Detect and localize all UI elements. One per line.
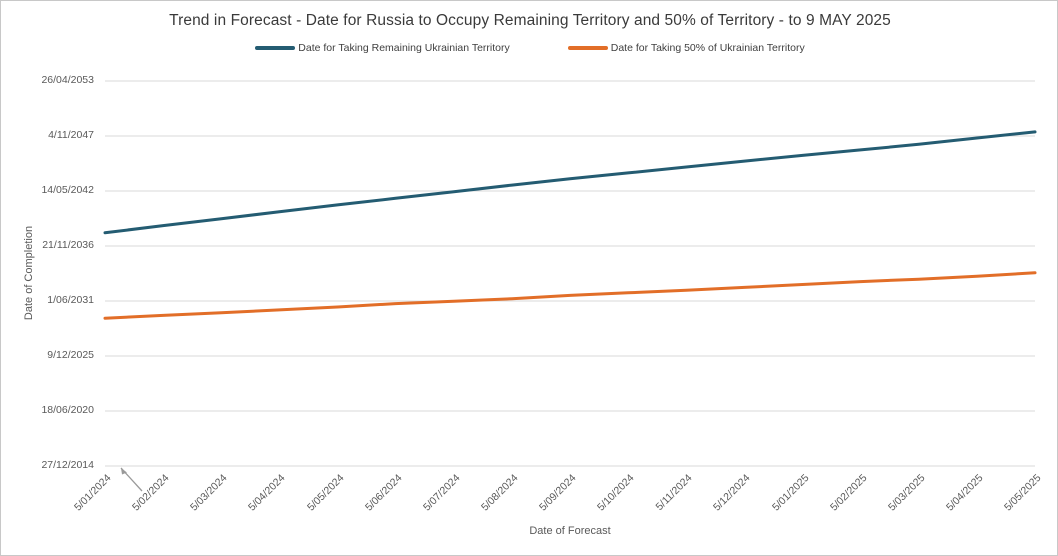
legend: Date for Taking Remaining Ukrainian Terr… <box>1 42 1057 54</box>
y-tick-label: 27/12/2014 <box>41 459 94 471</box>
series-line-50pct-territory[interactable] <box>103 271 1037 320</box>
series-line-remaining-territory[interactable] <box>103 130 1037 235</box>
legend-item-remaining-territory[interactable]: Date for Taking Remaining Ukrainian Terr… <box>255 42 510 54</box>
y-tick-label: 18/06/2020 <box>41 404 94 416</box>
y-axis-title: Date of Completion <box>23 225 35 321</box>
legend-label-remaining-territory: Date for Taking Remaining Ukrainian Terr… <box>298 42 510 54</box>
y-tick-label: 21/11/2036 <box>42 239 94 251</box>
chart-title: Trend in Forecast - Date for Russia to O… <box>169 12 891 29</box>
y-tick-label: 14/05/2042 <box>41 183 94 196</box>
x-axis-title: Date of Forecast <box>529 525 611 537</box>
y-tick-label: 26/04/2053 <box>41 74 94 86</box>
mouse-cursor <box>120 467 143 492</box>
legend-item-50pct-territory[interactable]: Date for Taking 50% of Ukrainian Territo… <box>567 42 805 54</box>
legend-label-50pct-territory: Date for Taking 50% of Ukrainian Territo… <box>610 42 805 54</box>
legend-swatch-remaining-icon <box>255 46 296 50</box>
legend-swatch-50pct-icon <box>567 46 608 50</box>
y-tick-label: 1/06/2031 <box>47 293 94 306</box>
y-tick-label: 4/11/2047 <box>48 128 94 141</box>
y-tick-label: 9/12/2025 <box>47 349 94 361</box>
